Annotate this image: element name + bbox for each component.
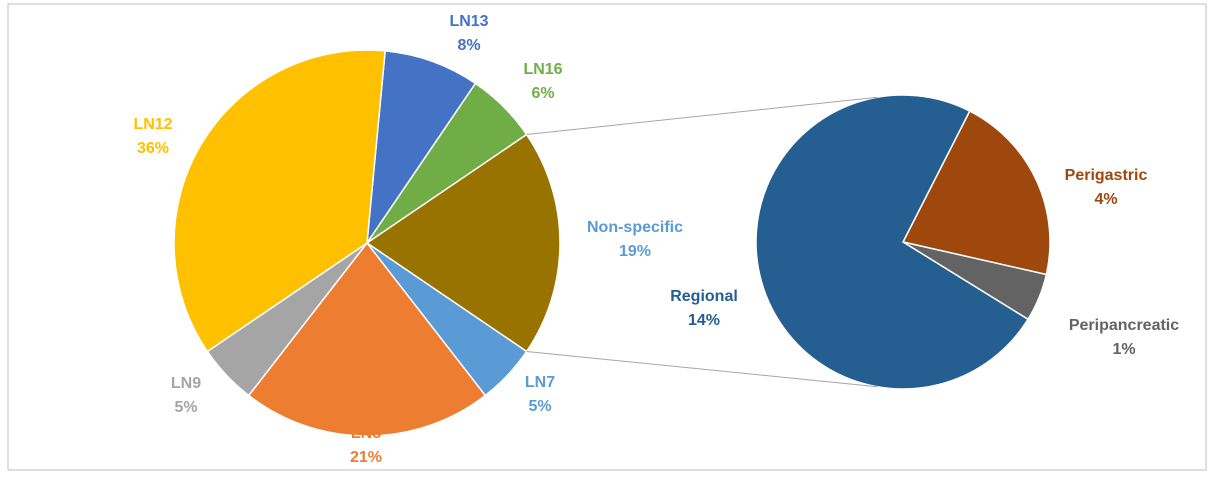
slice-value-label: 6%: [531, 85, 554, 102]
slice-label: Perigastric: [1065, 167, 1148, 184]
slice-value-label: 5%: [528, 398, 551, 415]
slice-label: LN16: [523, 61, 562, 78]
slice-value-label: 8%: [457, 37, 480, 54]
slice-value-label: 5%: [174, 399, 197, 416]
pie-slice: [247, 241, 487, 437]
slice-value-label: 1%: [1112, 341, 1135, 358]
slice-value-label: 19%: [619, 243, 651, 260]
slice-label: Peripancreatic: [1069, 317, 1179, 334]
connector-line: [526, 350, 878, 388]
pie-slice: [365, 133, 561, 353]
slice-value-label: 14%: [688, 312, 720, 329]
pie-slice: [173, 49, 386, 353]
slice-label: Non-specific: [587, 219, 683, 236]
slice-label: LN8: [351, 425, 381, 442]
slice-value-label: 21%: [350, 449, 382, 466]
slice-value-label: 36%: [137, 140, 169, 157]
slice-value-label: 4%: [1094, 191, 1117, 208]
slice-label: LN13: [449, 13, 488, 30]
slice-label: LN7: [525, 374, 555, 391]
pie-slice: [366, 50, 477, 244]
slice-label: LN9: [171, 375, 201, 392]
connector-line: [526, 96, 878, 136]
pie-slice: [901, 110, 1051, 276]
slice-label: LN12: [133, 116, 172, 133]
slice-label: Regional: [670, 288, 738, 305]
